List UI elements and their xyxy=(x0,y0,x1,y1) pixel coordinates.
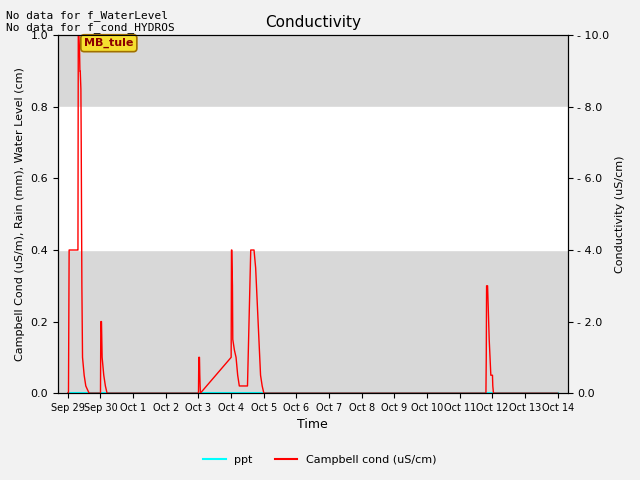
Y-axis label: Conductivity (uS/cm): Conductivity (uS/cm) xyxy=(615,156,625,273)
Campbell cond (uS/cm) xyxy=(64,390,72,396)
Title: Conductivity: Conductivity xyxy=(265,15,361,30)
Text: MB_tule: MB_tule xyxy=(84,38,134,48)
Campbell cond (uS/cm) xyxy=(196,372,204,378)
Campbell cond (uS/cm) xyxy=(554,390,562,396)
X-axis label: Time: Time xyxy=(298,419,328,432)
Campbell cond (uS/cm) xyxy=(79,354,86,360)
Legend: ppt, Campbell cond (uS/cm): ppt, Campbell cond (uS/cm) xyxy=(199,451,441,469)
Y-axis label: Campbell Cond (uS/m), Rain (mm), Water Level (cm): Campbell Cond (uS/m), Rain (mm), Water L… xyxy=(15,67,25,361)
Bar xyxy=(58,107,568,250)
Campbell cond (uS/cm) xyxy=(98,336,106,342)
Campbell cond (uS/cm) xyxy=(74,33,82,38)
Line: Campbell cond (uS/cm): Campbell cond (uS/cm) xyxy=(68,36,558,393)
Text: No data for f_WaterLevel
No data for f_cond_HYDROS: No data for f_WaterLevel No data for f_c… xyxy=(6,10,175,33)
Campbell cond (uS/cm) xyxy=(97,319,105,324)
Campbell cond (uS/cm) xyxy=(490,390,497,396)
Campbell cond (uS/cm) xyxy=(97,390,104,396)
